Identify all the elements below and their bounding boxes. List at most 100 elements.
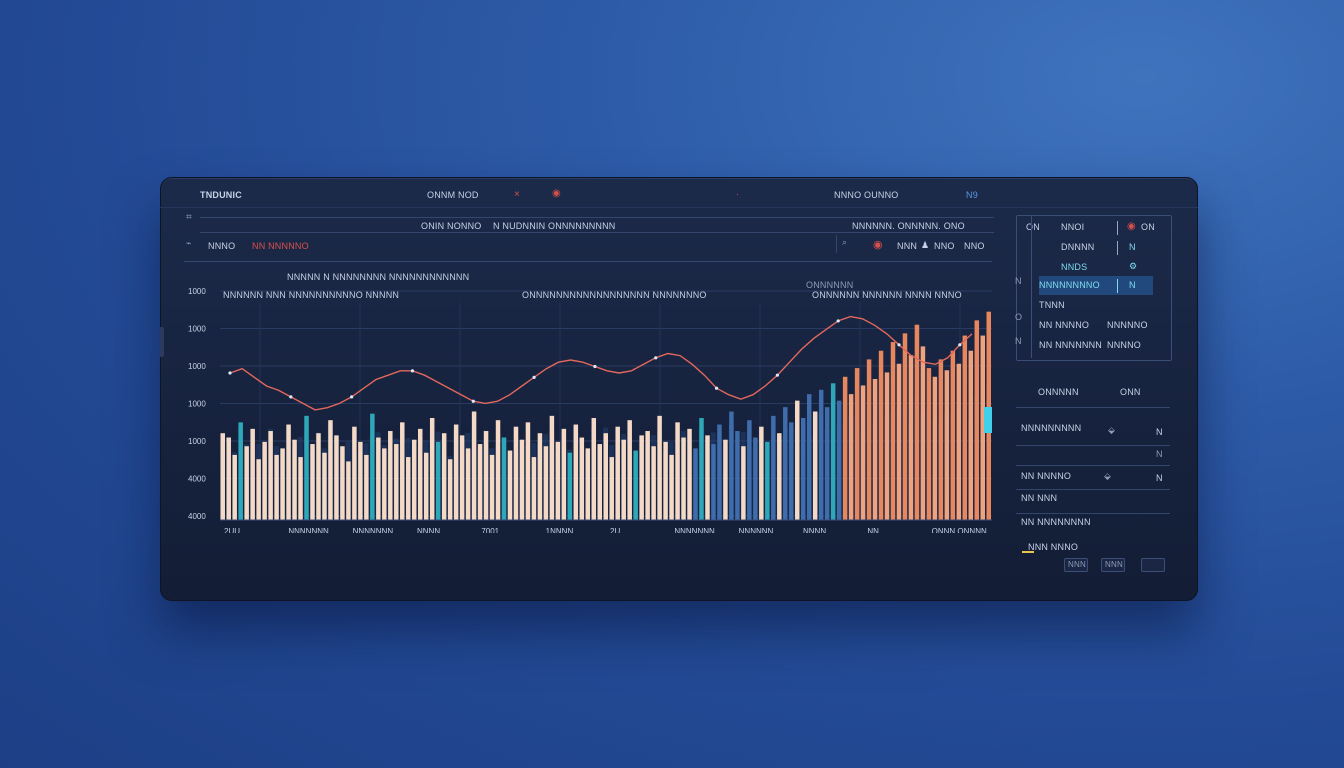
bar bbox=[364, 454, 369, 520]
bar bbox=[477, 444, 483, 520]
panel-toggle-icon[interactable]: ⌗ bbox=[186, 212, 192, 223]
side-row-selected[interactable]: NNNNNNNNO N bbox=[1039, 276, 1153, 295]
settings-icon[interactable]: ⚙ bbox=[1129, 261, 1138, 271]
footer-button-2[interactable]: NNN bbox=[1101, 558, 1125, 572]
bar bbox=[292, 439, 297, 520]
x-tick-label: NNNNNNN bbox=[288, 527, 329, 533]
bar bbox=[747, 420, 752, 520]
toolbar-row1-left: ONIN NONNO bbox=[421, 221, 482, 231]
accent-marker bbox=[1022, 551, 1034, 553]
bar bbox=[884, 372, 890, 520]
bar bbox=[675, 422, 680, 520]
trend-point bbox=[958, 343, 962, 347]
bar bbox=[268, 431, 273, 520]
bar bbox=[872, 378, 878, 520]
info-icon[interactable]: · bbox=[736, 189, 740, 199]
toolbar-row2-label-1[interactable]: NNN bbox=[897, 241, 918, 251]
close-icon[interactable]: × bbox=[514, 189, 521, 200]
trend-point bbox=[593, 364, 597, 369]
bar bbox=[591, 418, 597, 520]
x-tick-label: NNNN bbox=[417, 527, 440, 533]
bar bbox=[920, 346, 926, 520]
bar bbox=[531, 457, 537, 520]
toolbar-row1-right: NNNNNN. ONNNNN. ONO bbox=[852, 221, 965, 231]
bar bbox=[806, 394, 812, 520]
trend-point bbox=[228, 371, 232, 375]
toolbar-row2-red[interactable]: NN NNNNNO bbox=[252, 241, 309, 251]
bar bbox=[334, 435, 339, 520]
x-tick-label: NNNNNN bbox=[739, 527, 774, 533]
side-row[interactable]: NN NNNNO NNNNNO bbox=[1039, 320, 1148, 330]
record-icon[interactable]: ◉ bbox=[1127, 221, 1136, 232]
x-tick-label: NN bbox=[867, 527, 879, 533]
bar bbox=[777, 433, 782, 520]
bar bbox=[543, 446, 549, 520]
bar bbox=[597, 444, 603, 520]
bar bbox=[603, 433, 608, 520]
chart-top-border bbox=[184, 261, 992, 262]
side-row[interactable]: NN NNNNNNN NNNNO bbox=[1039, 340, 1141, 350]
bar bbox=[717, 424, 722, 520]
search-icon[interactable]: ⌕ bbox=[842, 237, 848, 247]
side-row[interactable]: DNNNN N bbox=[1039, 238, 1153, 257]
record-icon[interactable]: ◉ bbox=[873, 239, 883, 251]
bar bbox=[346, 461, 351, 520]
bar bbox=[699, 418, 704, 520]
bar bbox=[400, 422, 405, 520]
trend-point bbox=[532, 375, 536, 379]
bar bbox=[316, 433, 321, 520]
toolbar-row2-left[interactable]: NNNO bbox=[208, 241, 236, 251]
side-row[interactable]: TNNN bbox=[1039, 300, 1065, 310]
bar bbox=[735, 431, 740, 520]
bar bbox=[423, 452, 429, 520]
footer-button-3[interactable] bbox=[1141, 558, 1165, 572]
bar bbox=[238, 422, 243, 520]
bar bbox=[412, 439, 417, 520]
bar bbox=[639, 435, 644, 520]
bar bbox=[830, 383, 836, 520]
header-center-label: ONNM NOD bbox=[427, 190, 479, 200]
y-tick-label: 1000 bbox=[188, 325, 206, 334]
bar bbox=[406, 457, 411, 520]
bar bbox=[507, 450, 513, 520]
drop-icon: ⬙ bbox=[1108, 425, 1116, 435]
bar bbox=[382, 448, 387, 520]
y-tick-label: 1000 bbox=[188, 400, 206, 409]
bar bbox=[280, 448, 285, 520]
user-icon[interactable]: ♟ bbox=[921, 240, 930, 250]
bar bbox=[256, 459, 261, 520]
bar bbox=[262, 441, 267, 520]
bar bbox=[220, 433, 225, 520]
bar bbox=[435, 441, 441, 520]
bar bbox=[896, 363, 902, 520]
bar bbox=[567, 452, 573, 520]
filter-icon[interactable]: ⌁ bbox=[186, 238, 192, 248]
bar bbox=[340, 446, 345, 520]
bar bbox=[693, 448, 698, 520]
bar bbox=[310, 444, 315, 520]
bar bbox=[501, 437, 507, 520]
bar bbox=[956, 363, 962, 520]
bar bbox=[226, 437, 231, 520]
chart-header-line2b: ONNNNNNNNNNNNNNNNNN NNNNNNNO bbox=[522, 290, 707, 300]
toolbar-divider-2 bbox=[200, 232, 994, 233]
trend-point bbox=[350, 395, 354, 399]
toolbar-row2-label-3[interactable]: NNO bbox=[964, 241, 985, 251]
bar bbox=[645, 431, 650, 520]
trend-point bbox=[897, 343, 901, 347]
bar bbox=[441, 433, 447, 520]
bar bbox=[651, 446, 656, 520]
x-tick-label: 2U bbox=[610, 527, 620, 533]
x-tick-label: 7001 bbox=[481, 527, 499, 533]
dashboard-window: TNDUNIC ONNM NOD × ◉ · NNNO OUNNO N9 ⌗ O… bbox=[160, 177, 1198, 601]
bar bbox=[232, 454, 237, 520]
side-row[interactable]: NNDS ⚙ bbox=[1061, 261, 1138, 272]
record-icon[interactable]: ◉ bbox=[552, 188, 561, 199]
side-row[interactable]: NNOI ◉ ON bbox=[1039, 218, 1155, 237]
highlight-bar bbox=[984, 407, 992, 433]
bar bbox=[483, 431, 489, 520]
bar bbox=[519, 439, 525, 520]
bar bbox=[489, 454, 495, 520]
footer-button-1[interactable]: NNN bbox=[1064, 558, 1088, 572]
toolbar-row2-label-2[interactable]: NNO bbox=[934, 241, 955, 251]
